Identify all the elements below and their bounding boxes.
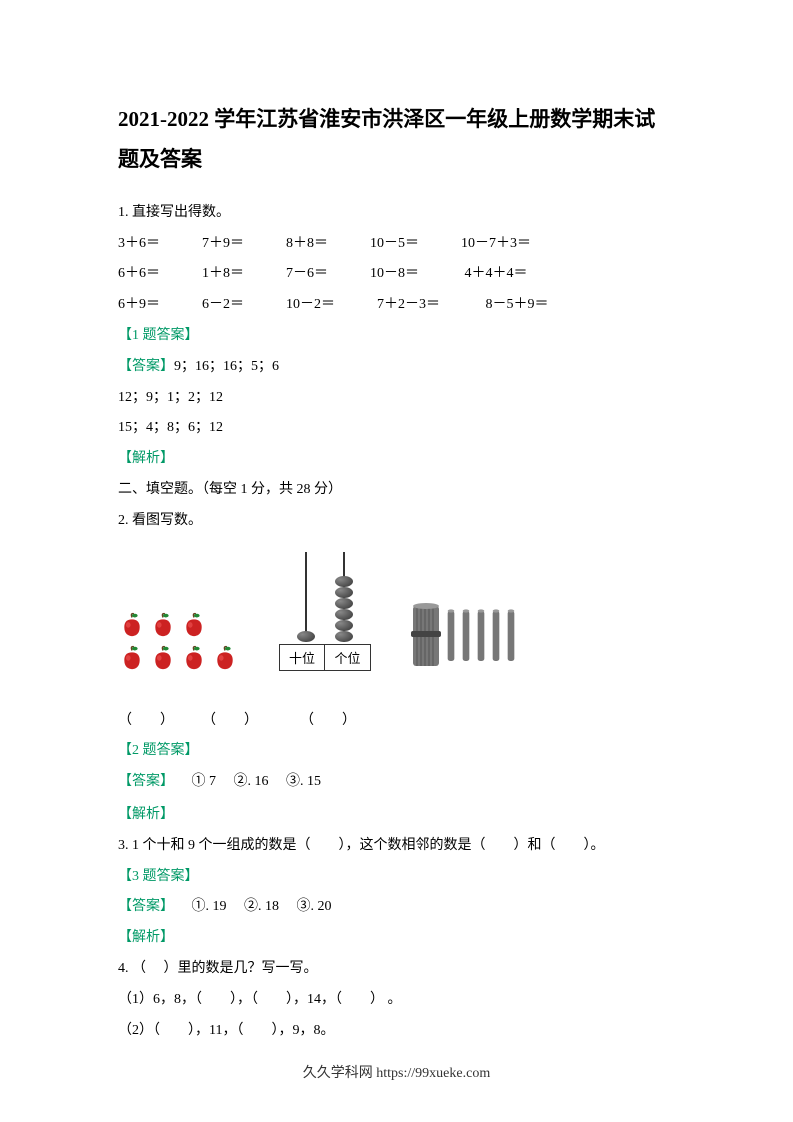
abacus-rod [305, 552, 307, 642]
abacus-columns [297, 552, 353, 642]
document-title: 2021-2022 学年江苏省淮安市洪泽区一年级上册数学期末试题及答案 [118, 100, 675, 180]
section2-header: 二、填空题。（每空 1 分，共 28 分） [118, 475, 675, 506]
q3-answer-label: 【3 题答案】 [118, 862, 675, 893]
bead-icon [335, 620, 353, 631]
stick-icon [476, 601, 486, 671]
apple-icon [118, 643, 146, 671]
q2-answer-content: ① 7 ②. 16 ③. 15 [174, 774, 321, 789]
apples-figure [118, 610, 239, 671]
apple-icon [180, 610, 208, 638]
bead-icon [297, 631, 315, 642]
q3-answer-prefix: 【答案】 [118, 899, 174, 914]
q2-analysis-label: 【解析】 [118, 800, 675, 831]
stick-bundle-icon [411, 601, 441, 671]
abacus-label-ones: 个位 [325, 645, 370, 670]
q1-answer-prefix: 【答案】 [118, 359, 174, 374]
q4-sub2: （2）（ ），11，（ ），9，8。 [118, 1016, 675, 1047]
apple-icon [180, 643, 208, 671]
bead-icon [335, 631, 353, 642]
apple-icon [149, 610, 177, 638]
abacus-ones-column [335, 576, 353, 642]
q1-answer-line1: 【答案】9；16；16；5；6 [118, 352, 675, 383]
stick-icon [446, 601, 456, 671]
q3-answer-content: ①. 19 ②. 18 ③. 20 [174, 899, 332, 914]
page-footer: 久久学科网 https://99xueke.com [0, 1062, 793, 1082]
bead-icon [335, 609, 353, 620]
q1-answer2: 12；9；1；2；12 [118, 383, 675, 414]
q2-prompt: 2. 看图写数。 [118, 506, 675, 537]
q2-images: 十位 个位 [118, 552, 675, 671]
q1-answer3: 15；4；8；6；12 [118, 413, 675, 444]
q3-answer-line: 【答案】 ①. 19 ②. 18 ③. 20 [118, 892, 675, 923]
q1-prompt: 1. 直接写出得数。 [118, 198, 675, 229]
q1-row1: 3＋6＝ 7＋9＝ 8＋8＝ 10－5＝ 10－7＋3＝ [118, 229, 675, 260]
abacus-figure: 十位 个位 [279, 552, 371, 671]
apple-icon [118, 610, 146, 638]
q1-analysis-label: 【解析】 [118, 444, 675, 475]
abacus-tens-column [297, 631, 315, 642]
bead-icon [335, 598, 353, 609]
bead-icon [335, 576, 353, 587]
q2-answer-prefix: 【答案】 [118, 774, 174, 789]
q1-row3: 6＋9＝ 6－2＝ 10－2＝ 7＋2－3＝ 8－5＋9＝ [118, 290, 675, 321]
apple-row-bottom [118, 643, 239, 671]
sticks-figure [411, 601, 516, 671]
q2-blanks: （ ） （ ） （ ） [118, 706, 675, 737]
q4-prompt: 4. （ ）里的数是几？写一写。 [118, 954, 675, 985]
q2-answer-line: 【答案】 ① 7 ②. 16 ③. 15 [118, 767, 675, 798]
bead-icon [335, 587, 353, 598]
stick-icon [491, 601, 501, 671]
apple-icon [149, 643, 177, 671]
q4-sub1: （1）6，8，（ ），（ ），14，（ ） 。 [118, 985, 675, 1016]
q3-analysis-label: 【解析】 [118, 923, 675, 954]
apple-icon [211, 643, 239, 671]
q1-answer-label: 【1 题答案】 [118, 321, 675, 352]
apple-row-top [118, 610, 239, 638]
stick-icon [506, 601, 516, 671]
abacus-labels: 十位 个位 [279, 644, 371, 671]
stick-icon [461, 601, 471, 671]
q1-row2: 6＋6＝ 1＋8＝ 7－6＝ 10－8＝ 4＋4＋4＝ [118, 259, 675, 290]
q3-prompt: 3. 1 个十和 9 个一组成的数是（ ），这个数相邻的数是（ ）和（ ）。 [118, 831, 675, 862]
q2-answer-label: 【2 题答案】 [118, 736, 675, 767]
abacus-label-tens: 十位 [280, 645, 325, 670]
q1-answer1: 9；16；16；5；6 [174, 359, 279, 374]
